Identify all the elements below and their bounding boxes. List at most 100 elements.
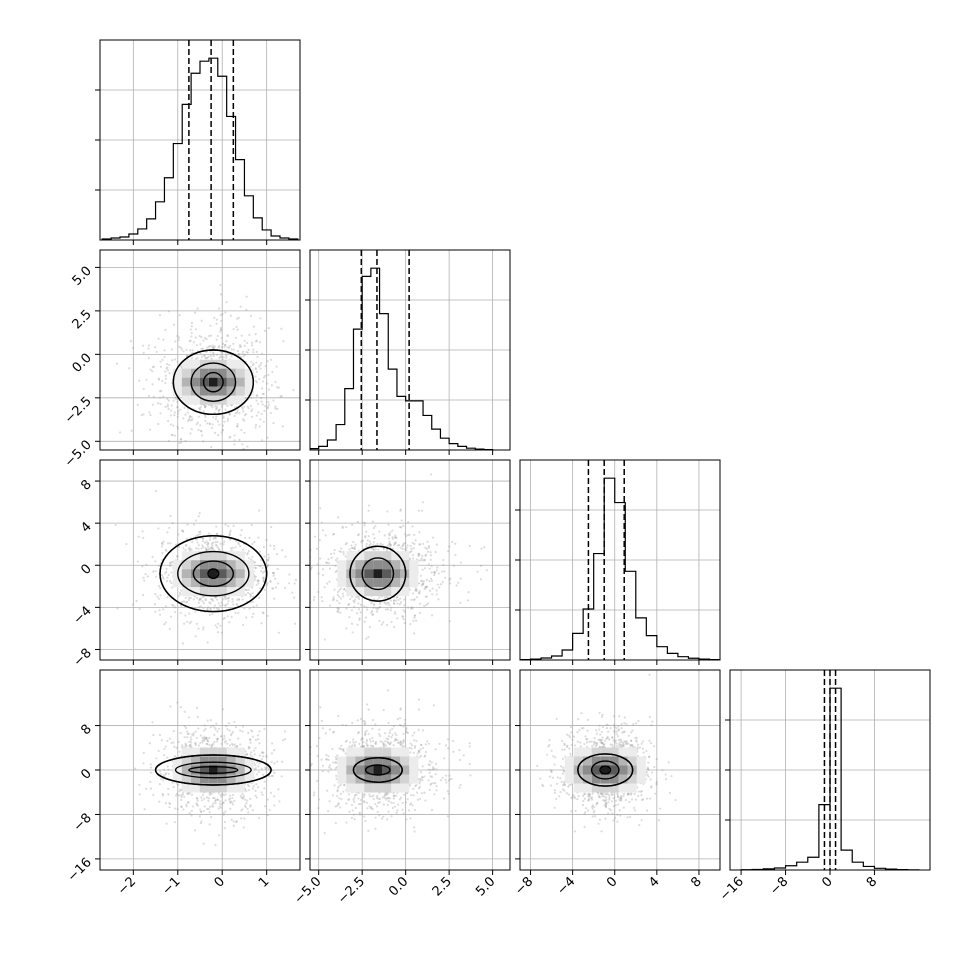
- scatter-point: [220, 336, 223, 339]
- scatter-point: [424, 586, 427, 589]
- scatter-point: [401, 616, 404, 619]
- scatter-point: [205, 549, 208, 552]
- scatter-point: [195, 538, 198, 541]
- scatter-point: [176, 415, 179, 418]
- scatter-point: [266, 813, 269, 817]
- scatter-point: [372, 548, 375, 551]
- scatter-point: [382, 548, 385, 551]
- scatter-point: [188, 812, 191, 815]
- scatter-point: [223, 820, 226, 824]
- scatter-point: [430, 761, 433, 764]
- scatter-point: [386, 803, 389, 807]
- scatter-point: [231, 803, 235, 806]
- scatter-point: [407, 521, 410, 524]
- scatter-point: [157, 584, 161, 588]
- density-cell: [172, 765, 182, 775]
- scatter-point: [187, 801, 190, 804]
- scatter-point: [434, 550, 437, 554]
- scatter-point: [426, 550, 430, 553]
- density-cell: [364, 756, 374, 766]
- scatter-point: [160, 389, 163, 393]
- scatter-point: [332, 552, 336, 555]
- scatter-point: [197, 627, 200, 630]
- scatter-point: [220, 356, 223, 359]
- scatter-point: [196, 421, 199, 424]
- scatter-point: [454, 553, 457, 557]
- scatter-point: [236, 598, 239, 601]
- scatter-point: [144, 572, 147, 576]
- scatter-point: [211, 547, 214, 551]
- scatter-point: [370, 795, 374, 798]
- scatter-point: [365, 542, 368, 546]
- scatter-point: [180, 475, 182, 477]
- density-cell: [208, 756, 218, 766]
- scatter-point: [282, 340, 285, 343]
- scatter-point: [235, 425, 239, 428]
- scatter-point: [218, 548, 221, 552]
- scatter-point: [229, 314, 233, 317]
- scatter-point: [217, 792, 221, 795]
- scatter-point: [450, 777, 453, 780]
- scatter-point: [168, 806, 171, 809]
- density-cell: [364, 747, 374, 757]
- scatter-point: [205, 338, 208, 341]
- scatter-point: [189, 743, 192, 747]
- scatter-point: [266, 563, 270, 567]
- density-cell: [208, 747, 218, 757]
- density-cell: [244, 756, 254, 766]
- scatter-point: [459, 561, 462, 564]
- scatter-point: [329, 767, 333, 770]
- scatter-point: [234, 725, 238, 729]
- scatter-point: [251, 730, 254, 733]
- scatter-point: [395, 596, 399, 599]
- scatter-point: [349, 597, 352, 600]
- scatter-point: [429, 554, 433, 557]
- scatter-point: [353, 794, 357, 797]
- density-cell: [382, 560, 392, 570]
- scatter-point: [323, 638, 326, 641]
- density-cell: [217, 783, 227, 793]
- scatter-point: [212, 796, 215, 800]
- scatter-point: [217, 409, 220, 412]
- scatter-point: [202, 737, 206, 740]
- scatter-point: [255, 604, 258, 607]
- scatter-point: [276, 407, 279, 410]
- scatter-point: [200, 336, 203, 339]
- scatter-point: [213, 733, 216, 736]
- scatter-point: [368, 625, 372, 629]
- scatter-point: [410, 598, 413, 601]
- scatter-point: [260, 412, 263, 416]
- scatter-point: [186, 736, 189, 739]
- scatter-point: [424, 554, 427, 557]
- scatter-point: [174, 543, 178, 546]
- scatter-point: [177, 783, 180, 787]
- scatter-point: [407, 606, 410, 609]
- scatter-point: [244, 588, 247, 591]
- scatter-point: [325, 561, 329, 565]
- scatter-point: [221, 708, 224, 711]
- scatter-point: [158, 609, 161, 612]
- scatter-point: [417, 787, 421, 790]
- scatter-point: [343, 783, 346, 786]
- scatter-point: [250, 360, 253, 363]
- scatter-point: [304, 755, 306, 757]
- scatter-point: [401, 615, 404, 618]
- scatter-point: [256, 760, 259, 763]
- density-cell: [373, 551, 383, 561]
- scatter-point: [401, 801, 404, 805]
- scatter-point: [345, 739, 348, 742]
- scatter-point: [242, 794, 245, 798]
- density-panel-3-4: [519, 669, 721, 871]
- density-cell: [391, 560, 401, 570]
- scatter-point: [367, 708, 370, 711]
- scatter-point: [208, 532, 211, 535]
- scatter-point: [179, 346, 182, 349]
- scatter-point: [170, 581, 173, 585]
- scatter-point: [272, 574, 275, 577]
- scatter-point: [164, 572, 167, 575]
- scatter-point: [195, 803, 199, 806]
- density-cell: [190, 386, 200, 396]
- scatter-point: [337, 802, 340, 805]
- scatter-point: [251, 615, 254, 619]
- scatter-point: [262, 751, 265, 754]
